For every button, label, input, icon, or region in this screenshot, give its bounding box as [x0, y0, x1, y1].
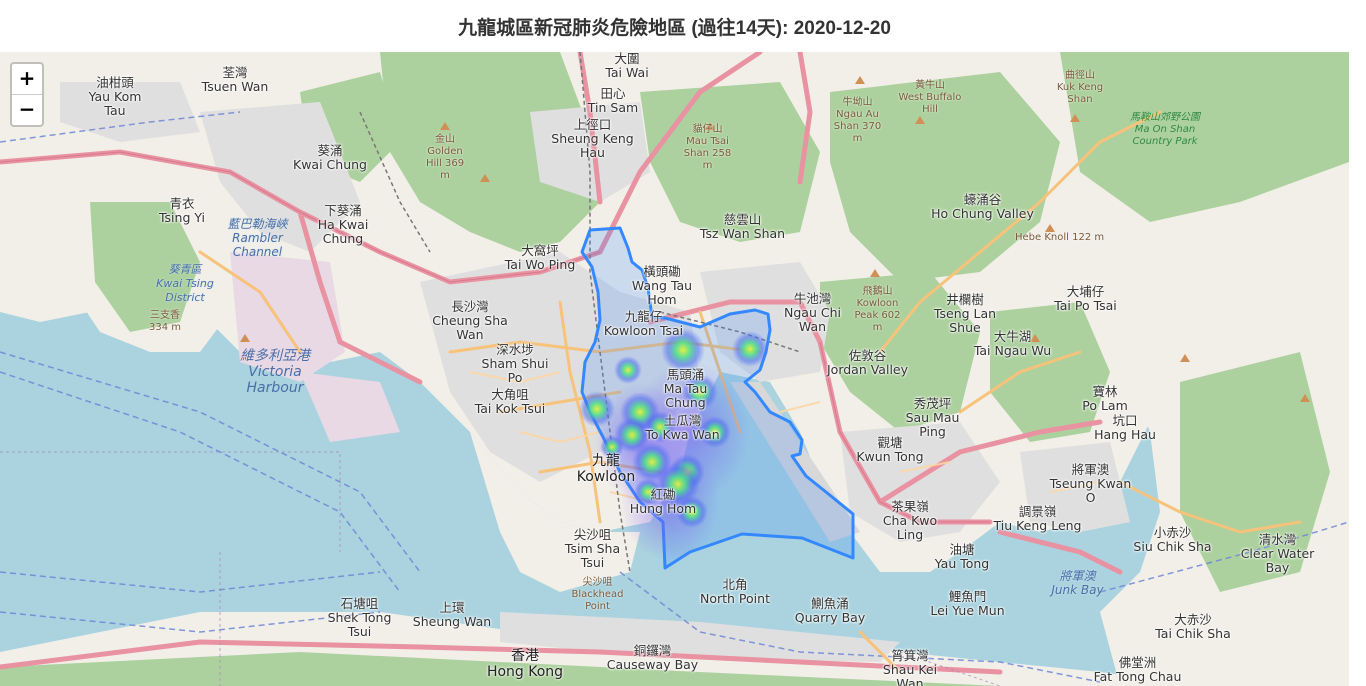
place-label: 佐敦谷 Jordan Valley — [826, 348, 909, 377]
place-label: 小赤沙 Siu Chik Sha — [1133, 525, 1212, 554]
peak-label: 尖沙咀 Blackhead Point — [571, 577, 624, 612]
place-label: 鰂魚涌 Quarry Bay — [794, 596, 866, 625]
place-label: 觀塘 Kwun Tong — [856, 435, 924, 464]
place-label: 葵涌 Kwai Chung — [293, 143, 367, 172]
place-label: 筲箕灣 Shau Kei Wan — [882, 648, 938, 686]
place-label: 九龍仔 Kowloon Tsai — [603, 309, 684, 338]
place-label: 青衣 Tsing Yi — [158, 196, 206, 225]
zoom-control: + − — [10, 62, 44, 127]
place-label: 鯉魚門 Lei Yue Mun — [930, 589, 1005, 618]
water-label: 葵青區 Kwai Tsing District — [156, 263, 214, 304]
place-label: 下葵涌 Ha Kwai Chung — [317, 203, 369, 246]
place-label: 大窩坪 Tai Wo Ping — [504, 243, 576, 272]
place-label: 牛池灣 Ngau Chi Wan — [784, 291, 841, 334]
place-label: 將軍澳 Tseung Kwan O — [1049, 462, 1132, 505]
place-label: 長沙灣 Cheung Sha Wan — [432, 299, 508, 342]
place-label: 大圍 Tai Wai — [605, 52, 649, 80]
place-label: 油塘 Yau Tong — [934, 542, 990, 571]
peak-label: 三支香 334 m — [148, 310, 181, 333]
place-label: 北角 North Point — [700, 577, 770, 606]
place-label: 香港 Hong Kong — [486, 648, 564, 680]
place-label: 橫頭磡 Wang Tau Hom — [631, 264, 693, 307]
place-label: 井欄樹 Tseng Lan Shue — [933, 292, 997, 335]
place-label: 大角咀 Tai Kok Tsui — [474, 387, 546, 416]
park-label: 馬鞍山郊野公園 Ma On Shan Country Park — [1130, 112, 1200, 147]
place-label: 石塘咀 Shek Tong Tsui — [327, 596, 392, 639]
place-label: 上徑口 Sheung Keng Hau — [551, 117, 634, 160]
place-label: 紅磡 Hung Hom — [629, 487, 697, 516]
place-label: 油柑頭 Yau Kom Tau — [88, 75, 142, 118]
place-label: 大埔仔 Tai Po Tsai — [1054, 284, 1117, 313]
place-label: 寶林 Po Lam — [1082, 384, 1128, 413]
place-label: 黃牛山 West Buffalo Hill — [898, 80, 962, 115]
zoom-out-button[interactable]: − — [18, 97, 36, 121]
water-label: 藍巴勒海峽 Rambler Channel — [227, 217, 288, 259]
place-label: 大赤沙 Tai Chik Sha — [1155, 612, 1231, 641]
place-label: 茶果嶺 Cha Kwo Ling — [882, 499, 938, 542]
place-label: 曲徑山 Kuk Keng Shan — [1056, 70, 1104, 105]
place-label: 土瓜灣 To Kwa Wan — [645, 413, 720, 442]
water-label: 維多利亞港 Victoria Harbour — [240, 348, 310, 396]
peak-label: 飛鵝山 Kowloon Peak 602 m — [854, 286, 901, 333]
heatmap-layer — [579, 328, 768, 562]
map-title: 九龍城區新冠肺炎危險地區 (過往14天): 2020-12-20 — [458, 17, 891, 39]
zoom-in-button[interactable]: + — [12, 64, 42, 95]
place-label: 調景嶺 Tiu Keng Leng — [993, 504, 1082, 533]
place-label: 馬頭涌 Ma Tau Chung — [663, 367, 708, 410]
water-label: 將軍澳 Junk Bay — [1051, 569, 1104, 597]
place-label: 尖沙咀 Tsim Sha Tsui — [564, 527, 621, 570]
peak-label: 貓仔山 Mau Tsai Shan 258 m — [683, 124, 732, 171]
place-label: 坑口 Hang Hau — [1094, 413, 1156, 442]
place-label: 九龍 Kowloon — [576, 453, 636, 485]
place-label: 慈雲山 Tsz Wan Shan — [699, 212, 786, 241]
place-label: 銅鑼灣 Causeway Bay — [606, 643, 699, 672]
map-view[interactable]: + − 大圍 Tai Wai 荃灣 Tsuen Wan 葵涌 Kwai Chung 青… — [0, 52, 1349, 686]
place-label: 秀茂坪 Sau Mau Ping — [905, 396, 960, 439]
peak-label: Hebe Knoll 122 m — [1015, 232, 1105, 243]
place-label: 大牛湖 Tai Ngau Wu — [973, 329, 1052, 358]
place-label: 佛堂洲 Fat Tong Chau — [1093, 655, 1182, 684]
peak-label: 金山 Golden Hill 369 m — [425, 134, 465, 181]
place-label: 上環 Sheung Wan — [412, 600, 492, 629]
place-label: 田心 Tin Sam — [587, 86, 639, 115]
place-label: 蠔涌谷 Ho Chung Valley — [931, 192, 1034, 221]
map-tiles — [0, 52, 1349, 686]
place-label: 清水灣 Clear Water Bay — [1240, 532, 1315, 575]
peak-label: 牛坳山 Ngau Au Shan 370 m — [833, 97, 882, 144]
place-label: 荃灣 Tsuen Wan — [201, 65, 269, 94]
place-label: 深水埗 Sham Shui Po — [481, 342, 549, 385]
